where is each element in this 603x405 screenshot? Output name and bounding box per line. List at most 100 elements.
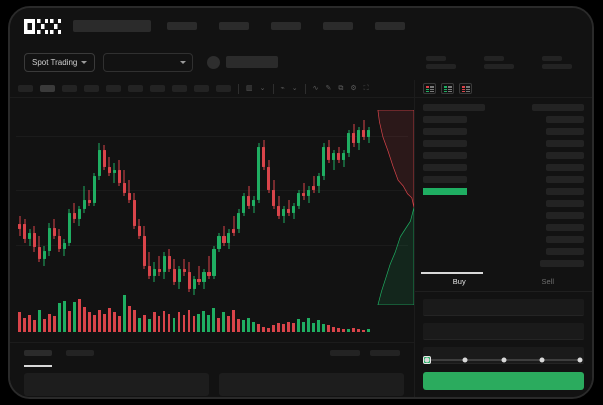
order-amount-slider[interactable] (423, 355, 584, 365)
orderbook-cell-left (423, 104, 485, 111)
orders-tab-2[interactable] (66, 350, 94, 356)
orderbook-row[interactable] (415, 152, 592, 159)
orderbook-cell-right (546, 140, 584, 147)
orderbook-both-icon[interactable] (423, 83, 436, 94)
orderbook-cell-right (546, 128, 584, 135)
orders-panel (10, 342, 414, 397)
timeframe-button-10[interactable] (216, 85, 231, 92)
volume-bar (82, 307, 86, 332)
slider-stop[interactable] (424, 357, 430, 363)
orders-card-1[interactable] (24, 373, 209, 396)
volume-bar (42, 318, 46, 332)
trading-pair-select[interactable] (103, 52, 194, 72)
orders-action-1[interactable] (330, 350, 360, 356)
volume-bar (67, 311, 71, 332)
orderbook-row[interactable] (415, 176, 592, 183)
nav-item-3[interactable] (271, 22, 301, 30)
volume-bar (227, 316, 231, 332)
indicator-icon[interactable]: ⌁ (280, 85, 285, 92)
slider-stop[interactable] (462, 357, 468, 363)
timeframe-button-6[interactable] (128, 85, 143, 92)
orders-tab-1[interactable] (24, 350, 52, 356)
orderbook-cell-right (546, 152, 584, 159)
stat-value (426, 63, 456, 69)
chevron-down-icon[interactable]: ⌄ (259, 85, 266, 92)
orders-action-2[interactable] (370, 350, 400, 356)
candle (187, 112, 191, 302)
price-chart[interactable] (10, 98, 414, 342)
orderbook-row[interactable] (415, 140, 592, 147)
orderbook-cell-left (423, 140, 467, 147)
volume-bar (72, 301, 76, 332)
camera-icon[interactable]: ⧉ (338, 85, 344, 92)
volume-bar (272, 325, 276, 332)
orderbook-row[interactable] (415, 260, 592, 267)
orderbook-asks-icon[interactable] (459, 83, 472, 94)
submit-order-button[interactable] (423, 372, 584, 390)
chevron-down-icon[interactable]: ⌄ (291, 85, 298, 92)
slider-stop[interactable] (577, 357, 583, 363)
order-amount-field[interactable] (423, 323, 584, 340)
candle (252, 112, 256, 302)
stat-block-3 (542, 55, 572, 69)
timeframe-button-9[interactable] (194, 85, 209, 92)
orderbook-row[interactable] (415, 212, 592, 219)
slider-stop[interactable] (539, 357, 545, 363)
stat-label (426, 55, 446, 61)
timeframe-button-5[interactable] (106, 85, 121, 92)
search-input[interactable] (73, 20, 151, 32)
nav-item-5[interactable] (375, 22, 405, 30)
candle (202, 112, 206, 302)
okx-logo-icon[interactable] (24, 18, 61, 34)
orderbook-rows[interactable] (415, 98, 592, 268)
timeframe-button-2[interactable] (40, 85, 55, 92)
candle (197, 112, 201, 302)
timeframe-button-4[interactable] (84, 85, 99, 92)
candle (217, 112, 221, 302)
timeframe-button-8[interactable] (172, 85, 187, 92)
market-type-dropdown[interactable]: Spot Trading (24, 52, 96, 72)
volume-bar (167, 313, 171, 332)
stat-block-2 (484, 55, 514, 69)
volume-bar (32, 320, 36, 332)
nav-item-2[interactable] (219, 22, 249, 30)
orderbook-row[interactable] (415, 200, 592, 207)
tab-buy[interactable]: Buy (452, 277, 466, 286)
timeframe-button-1[interactable] (18, 85, 33, 92)
candlestick-icon[interactable]: ▥ (246, 85, 253, 92)
chevron-down-icon (180, 60, 187, 64)
settings-icon[interactable]: ⚙ (350, 85, 357, 92)
nav-item-4[interactable] (323, 22, 353, 30)
volume-bar (172, 317, 176, 332)
orderbook-row[interactable] (415, 188, 592, 195)
volume-bar (252, 321, 256, 332)
pencil-icon[interactable]: ✎ (325, 85, 332, 92)
volume-bar (57, 303, 61, 332)
orderbook-cell-right (546, 176, 584, 183)
order-price-field[interactable] (423, 299, 584, 316)
orderbook-row[interactable] (415, 116, 592, 123)
orderbook-row[interactable] (415, 224, 592, 231)
orderbook-row[interactable] (415, 104, 592, 111)
orderbook-row[interactable] (415, 248, 592, 255)
orderbook-cell-left (423, 128, 467, 135)
fullscreen-icon[interactable]: ⛶ (363, 85, 369, 92)
timeframe-button-3[interactable] (62, 85, 77, 92)
orderbook-row[interactable] (415, 128, 592, 135)
slider-stop[interactable] (501, 357, 506, 363)
nav-item-1[interactable] (167, 22, 197, 30)
volume-bar (337, 328, 340, 332)
candle (142, 112, 146, 302)
volume-bar (92, 314, 96, 332)
orderbook-bids-icon[interactable] (441, 83, 454, 94)
candle (82, 112, 86, 302)
volume-bar (222, 312, 226, 332)
tab-sell[interactable]: Sell (541, 277, 554, 286)
timeframe-button-7[interactable] (150, 85, 165, 92)
orderbook-row[interactable] (415, 236, 592, 243)
orders-card-2[interactable] (219, 373, 404, 396)
orderbook-row[interactable] (415, 164, 592, 171)
depth-bids (377, 207, 414, 305)
line-tool-icon[interactable]: ∿ (312, 85, 319, 92)
orderbook-cell-right (546, 212, 584, 219)
